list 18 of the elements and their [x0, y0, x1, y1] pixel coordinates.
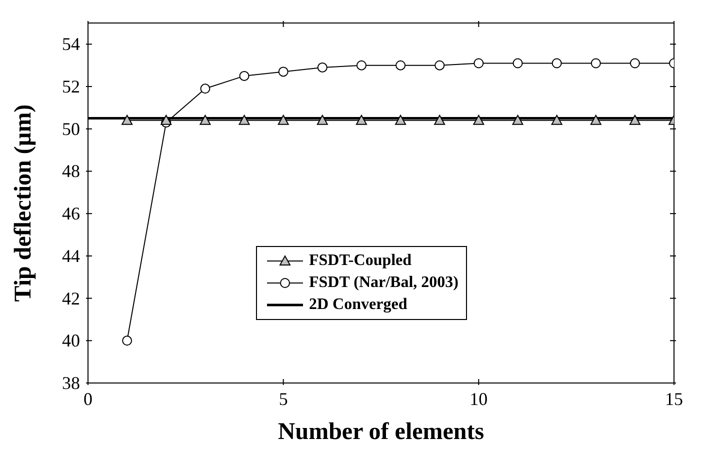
y-tick-label: 52	[62, 76, 80, 97]
y-tick-label: 48	[62, 161, 80, 182]
x-tick-label: 10	[470, 389, 488, 409]
legend-label: 2D Converged	[309, 295, 408, 315]
legend-label: FSDT-Coupled	[309, 251, 412, 271]
x-tick-label: 15	[665, 389, 683, 409]
legend-label: FSDT (Nar/Bal, 2003)	[309, 273, 458, 293]
y-axis-title: Tip deflection (µm)	[10, 104, 37, 302]
x-axis-title: Number of elements	[278, 419, 484, 445]
y-tick-label: 54	[62, 34, 80, 54]
y-tick-label: 44	[62, 246, 80, 266]
y-tick-label: 42	[62, 288, 80, 308]
x-tick-label: 5	[278, 389, 288, 409]
y-tick-label: 50	[62, 118, 80, 139]
x-tick-label: 0	[84, 389, 92, 409]
y-tick-label: 40	[62, 330, 80, 351]
y-tick-label: 38	[62, 373, 80, 393]
y-tick-label: 46	[62, 204, 80, 224]
